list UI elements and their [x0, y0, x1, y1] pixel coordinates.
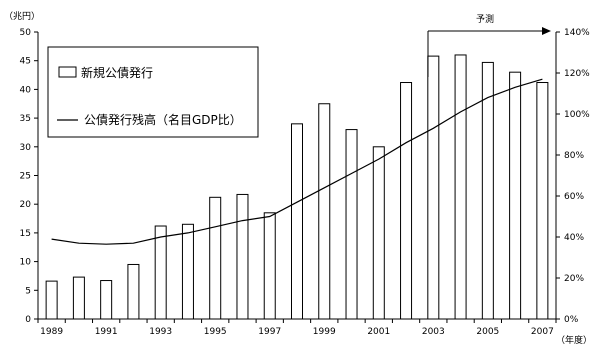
bar-2000 — [345, 129, 358, 320]
bar-1997 — [263, 212, 276, 320]
left-tick-label: 10 — [20, 258, 32, 268]
left-unit-label: （兆円） — [4, 11, 40, 22]
bar-2001 — [372, 146, 385, 320]
right-tick-label: 0% — [564, 315, 579, 325]
bar-2007 — [536, 82, 549, 320]
left-tick-label: 50 — [20, 28, 32, 38]
forecast-label: 予測 — [476, 13, 494, 25]
legend: 新規公債発行 公債発行残高（名目GDP比） — [47, 46, 259, 138]
bar-1991 — [100, 280, 113, 320]
left-tick-label: 30 — [20, 143, 32, 153]
bar-2006 — [509, 71, 522, 320]
right-tick-label: 60% — [564, 192, 584, 202]
legend-line-label: 公債発行残高（名目GDP比） — [84, 112, 242, 127]
bar-1992 — [127, 263, 140, 320]
left-tick-label: 45 — [20, 57, 31, 67]
x-tick-label: 1991 — [95, 327, 118, 337]
x-tick-label: 2001 — [367, 327, 390, 337]
bar-1989 — [45, 280, 58, 320]
bar-1999 — [318, 103, 331, 320]
right-tick-label: 140% — [564, 28, 590, 38]
bar-1993 — [154, 225, 167, 320]
x-tick-label: 1993 — [149, 327, 172, 337]
bar-1995 — [209, 196, 222, 320]
x-axis-ticks: 1989 1991 1993 1995 1997 1999 2001 2003 2005 2007 — [37, 319, 557, 337]
x-tick-label: 1989 — [40, 327, 63, 337]
legend-bar-swatch — [58, 66, 77, 78]
bar-series — [45, 54, 549, 320]
left-tick-label: 20 — [20, 200, 32, 210]
x-tick-label: 1995 — [204, 327, 227, 337]
left-tick-label: 35 — [20, 114, 31, 124]
right-tick-label: 100% — [564, 110, 590, 120]
bar-1998 — [291, 123, 303, 320]
x-unit-label: （年度） — [556, 334, 592, 346]
bar-2004 — [454, 54, 467, 320]
bar-2005 — [481, 61, 494, 320]
left-tick-label: 25 — [20, 172, 31, 182]
gdp-ratio-line — [51, 78, 543, 245]
left-tick-label: 0 — [25, 315, 31, 325]
bar-1996 — [236, 193, 249, 320]
bar-1994 — [181, 223, 194, 320]
left-tick-label: 15 — [20, 229, 31, 239]
bar-2002 — [400, 82, 413, 320]
x-tick-label: 1999 — [313, 327, 336, 337]
right-tick-label: 20% — [564, 274, 584, 284]
left-tick-label: 40 — [20, 85, 32, 95]
right-tick-label: 40% — [564, 233, 584, 243]
right-tick-label: 120% — [564, 69, 590, 79]
right-tick-label: 80% — [564, 151, 584, 161]
x-tick-label: 1997 — [258, 327, 281, 337]
x-tick-label: 2003 — [422, 327, 445, 337]
bar-1990 — [72, 276, 85, 320]
forecast-arrow-head — [542, 27, 551, 35]
x-tick-label: 2007 — [531, 327, 554, 337]
x-tick-label: 2005 — [476, 327, 499, 337]
left-tick-label: 5 — [25, 286, 31, 296]
bar-2003 — [427, 55, 440, 320]
legend-bar-label: 新規公債発行 — [81, 65, 153, 80]
forecast-annotation: 予測 — [427, 13, 551, 77]
left-axis-ticks: 0 5 10 15 20 25 30 35 40 45 50 — [20, 28, 38, 325]
legend-box — [47, 46, 259, 138]
right-axis-ticks: 0% 20% 40% 60% 80% 100% 120% 140% — [556, 28, 590, 325]
